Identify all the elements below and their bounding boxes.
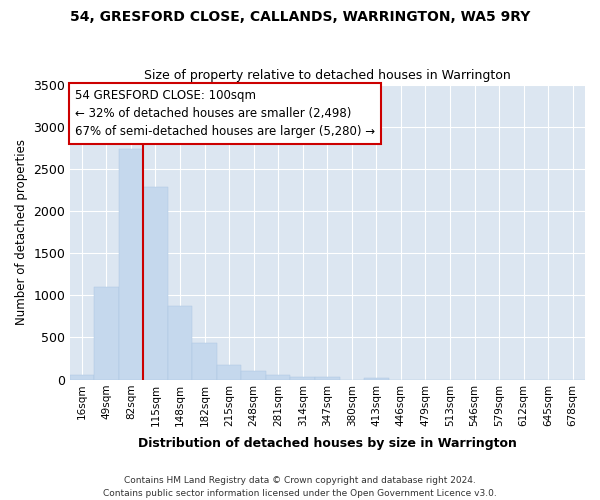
Title: Size of property relative to detached houses in Warrington: Size of property relative to detached ho… [144, 69, 511, 82]
Bar [217, 365, 241, 380]
X-axis label: Distribution of detached houses by size in Warrington: Distribution of detached houses by size … [138, 437, 517, 450]
Bar [70, 376, 94, 380]
Text: 54, GRESFORD CLOSE, CALLANDS, WARRINGTON, WA5 9RY: 54, GRESFORD CLOSE, CALLANDS, WARRINGTON… [70, 10, 530, 24]
Bar [290, 376, 315, 380]
Bar [241, 371, 266, 380]
Y-axis label: Number of detached properties: Number of detached properties [15, 139, 28, 325]
Bar [315, 378, 340, 380]
Bar [119, 150, 143, 380]
Bar [193, 344, 217, 380]
Text: Contains HM Land Registry data © Crown copyright and database right 2024.
Contai: Contains HM Land Registry data © Crown c… [103, 476, 497, 498]
Bar [168, 306, 193, 380]
Bar [94, 287, 119, 380]
Bar [266, 374, 290, 380]
Bar [364, 378, 389, 380]
Bar [143, 186, 168, 380]
Text: 54 GRESFORD CLOSE: 100sqm
← 32% of detached houses are smaller (2,498)
67% of se: 54 GRESFORD CLOSE: 100sqm ← 32% of detac… [75, 89, 375, 138]
